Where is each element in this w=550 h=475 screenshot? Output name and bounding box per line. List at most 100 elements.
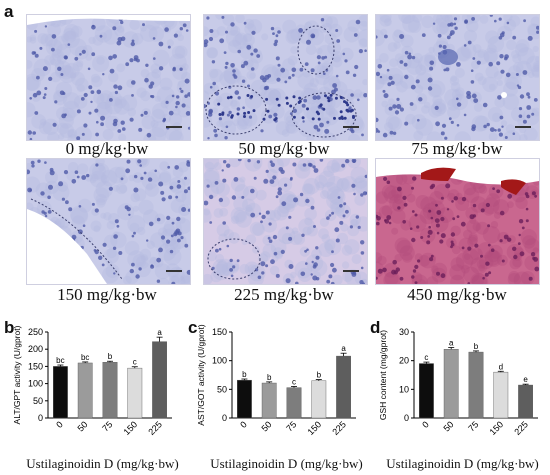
nucleus — [142, 23, 145, 27]
nucleus — [57, 66, 62, 71]
nucleus — [253, 176, 257, 180]
nucleus — [344, 59, 348, 63]
nucleus — [218, 197, 224, 203]
cytoplasm-patch — [55, 81, 73, 99]
nucleus — [258, 212, 262, 215]
cytoplasm-patch — [314, 174, 328, 189]
cytoplasm-patch — [432, 95, 443, 106]
cytoplasm-patch — [110, 231, 127, 249]
nucleus — [320, 18, 325, 22]
cytoplasm-patch — [72, 61, 83, 72]
cytoplasm-patch — [350, 166, 367, 184]
nucleus — [472, 57, 476, 60]
nucleus — [130, 41, 135, 47]
nucleus — [120, 36, 126, 42]
bar — [53, 366, 68, 419]
cytoplasm-patch — [440, 15, 449, 20]
panel-label-b: b — [4, 318, 15, 337]
cytoplasm-patch — [242, 111, 258, 127]
nucleus — [506, 21, 510, 25]
nucleus — [280, 67, 286, 73]
cytoplasm-patch — [444, 88, 462, 107]
cytoplasm-patch — [473, 180, 486, 194]
nucleus — [461, 246, 465, 250]
cytoplasm-patch — [172, 166, 184, 178]
cytoplasm-patch — [391, 227, 399, 235]
cytoplasm-patch — [463, 229, 473, 239]
cytoplasm-patch — [304, 207, 317, 221]
nucleus — [108, 55, 113, 61]
nucleus — [442, 45, 447, 49]
x-tick-label: 150 — [306, 419, 324, 437]
nucleus — [208, 36, 214, 42]
y-tick-label: 200 — [28, 344, 43, 354]
cytoplasm-patch — [320, 190, 329, 200]
cytoplasm-patch — [398, 15, 416, 24]
nucleus — [116, 40, 122, 46]
nucleus — [503, 234, 509, 240]
cytoplasm-patch — [318, 228, 329, 240]
cytoplasm-patch — [423, 101, 431, 109]
cytoplasm-patch — [533, 62, 539, 71]
nucleus — [489, 15, 493, 17]
cytoplasm-patch — [239, 176, 246, 183]
cytoplasm-patch — [116, 63, 126, 73]
cytoplasm-patch — [244, 261, 260, 277]
cytoplasm-patch — [379, 15, 392, 27]
inflammatory-cell — [274, 117, 278, 120]
nucleus — [416, 225, 420, 229]
cytoplasm-patch — [515, 196, 528, 209]
nucleus — [236, 259, 240, 263]
cytoplasm-patch — [450, 81, 461, 92]
cytoplasm-patch — [527, 71, 535, 78]
nucleus — [71, 234, 77, 240]
cytoplasm-patch — [99, 32, 107, 40]
nucleus — [531, 191, 536, 196]
nucleus — [466, 90, 471, 96]
nucleus — [208, 108, 213, 114]
nucleus — [151, 95, 155, 99]
inflammatory-cell — [352, 114, 355, 118]
nucleus — [435, 223, 440, 228]
cytoplasm-patch — [332, 274, 343, 284]
cytoplasm-patch — [96, 93, 113, 110]
nucleus — [233, 177, 239, 182]
cytoplasm-patch — [233, 196, 248, 211]
cytoplasm-patch — [285, 115, 294, 124]
cytoplasm-patch — [502, 93, 519, 110]
nucleus — [158, 247, 163, 253]
cytoplasm-patch — [235, 15, 245, 24]
nucleus — [377, 64, 383, 69]
cytoplasm-patch — [485, 30, 499, 45]
nucleus — [399, 34, 405, 39]
cytoplasm-patch — [444, 15, 454, 24]
cytoplasm-patch — [493, 211, 501, 219]
cytoplasm-patch — [463, 266, 480, 283]
cytoplasm-patch — [357, 29, 367, 47]
cytoplasm-patch — [237, 114, 253, 130]
cytoplasm-patch — [40, 33, 54, 47]
cytoplasm-patch — [157, 227, 168, 238]
nucleus — [42, 96, 46, 100]
nucleus — [436, 271, 440, 276]
nucleus — [460, 221, 466, 227]
cytoplasm-patch — [414, 253, 423, 262]
nucleus — [171, 94, 175, 98]
cytoplasm-patch — [118, 184, 128, 194]
cytoplasm-patch — [129, 222, 140, 233]
cytoplasm-patch — [247, 19, 263, 34]
cytoplasm-patch — [255, 189, 267, 201]
cytoplasm-patch — [105, 115, 121, 131]
cytoplasm-patch — [106, 247, 117, 259]
nucleus — [269, 160, 273, 164]
cytoplasm-patch — [384, 271, 399, 284]
nucleus — [429, 60, 435, 66]
cytoplasm-patch — [461, 264, 470, 274]
cytoplasm-patch — [102, 266, 119, 284]
nucleus — [184, 176, 187, 180]
significance-letter: c — [292, 377, 296, 386]
nucleus — [116, 224, 120, 228]
nucleus — [76, 136, 81, 140]
nucleus — [160, 235, 166, 240]
tissue-edge — [27, 15, 190, 25]
